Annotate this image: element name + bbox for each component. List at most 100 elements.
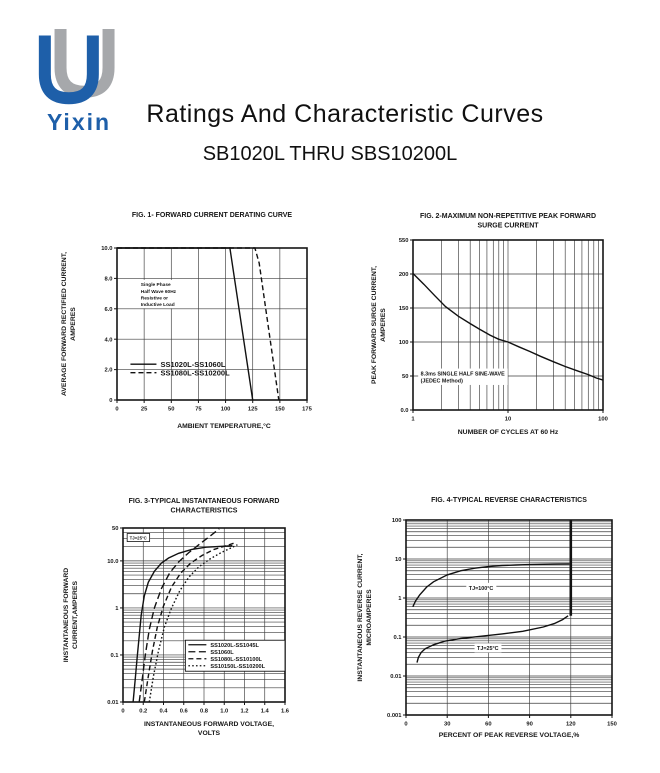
y-axis-label: AVERAGE FORWARD RECTIFIED CURRENT, AMPERE… (61, 252, 77, 396)
y-ticks: 0.0 50 100 150 200 550 (399, 238, 413, 414)
page-title: Ratings And Characteristic Curves (146, 100, 544, 128)
logo-u-icon (38, 29, 115, 105)
svg-text:0.2: 0.2 (139, 709, 147, 715)
y-ticks: 0 2.0 4.0 6.0 8.0 10.0 (101, 246, 117, 404)
svg-text:FIG. 2-MAXIMUM NON-REPETITIVE: FIG. 2-MAXIMUM NON-REPETITIVE PEAK FORWA… (420, 213, 596, 220)
svg-text:0: 0 (121, 709, 124, 715)
svg-text:TJ=25°C: TJ=25°C (130, 535, 147, 540)
series-line-0 (412, 273, 604, 381)
fig1-svg: FIG. 1- FORWARD CURRENT DERATING CURVE Si… (61, 212, 313, 430)
svg-text:INSTANTANEOUS FORWARD VOLTAGE,: INSTANTANEOUS FORWARD VOLTAGE, (144, 721, 274, 728)
svg-text:0.001: 0.001 (387, 713, 402, 719)
svg-text:(JEDEC Method): (JEDEC Method) (421, 379, 463, 385)
x-axis-label: NUMBER OF CYCLES AT 60 Hz (458, 429, 559, 436)
svg-text:100: 100 (392, 518, 402, 524)
svg-text:10.0: 10.0 (101, 246, 112, 252)
svg-text:2.0: 2.0 (104, 368, 112, 374)
grid (122, 527, 286, 703)
svg-text:SS1020L-SS1045L: SS1020L-SS1045L (210, 643, 259, 649)
fig3-chart: FIG. 3-TYPICAL INSTANTANEOUS FORWARD CHAR… (55, 493, 347, 760)
svg-text:SS1080L-SS10200L: SS1080L-SS10200L (160, 369, 230, 378)
svg-text:0.0: 0.0 (400, 408, 408, 414)
series-TJ=100°C (412, 563, 570, 607)
plot-border (405, 519, 613, 716)
annotation: 8.3ms SINGLE HALF SINE-WAVE (JEDEC Method… (418, 368, 508, 385)
svg-text:PEAK FORWARD SURGE CURRENT,: PEAK FORWARD SURGE CURRENT, (371, 266, 378, 384)
svg-text:1.0: 1.0 (220, 709, 228, 715)
plot-border (116, 247, 308, 401)
svg-text:1: 1 (411, 417, 415, 423)
x-ticks: 0 30 60 90 120 150 (404, 715, 617, 728)
brand-logo: Yixin (24, 22, 134, 136)
svg-text:550: 550 (399, 238, 409, 244)
y-axis-label: INSTANTANEOUS REVERSE CURRENT, MICROAMPER… (357, 553, 373, 681)
svg-text:0.01: 0.01 (390, 674, 402, 680)
svg-text:Inductive Load: Inductive Load (141, 302, 175, 308)
svg-text:30: 30 (444, 722, 450, 728)
fig4-chart: FIG. 4-TYPICAL REVERSE CHARACTERISTICS TJ… (348, 493, 652, 756)
svg-text:AMBIENT TEMPERATURE,°C: AMBIENT TEMPERATURE,°C (177, 422, 271, 430)
svg-text:FIG. 1- FORWARD CURRENT DERATI: FIG. 1- FORWARD CURRENT DERATING CURVE (132, 212, 293, 219)
svg-text:0.1: 0.1 (110, 653, 119, 659)
brand-name: Yixin (46, 109, 112, 135)
fig1-chart: FIG. 1- FORWARD CURRENT DERATING CURVE Si… (55, 208, 347, 450)
svg-text:0.01: 0.01 (107, 700, 119, 706)
svg-text:200: 200 (399, 272, 409, 278)
svg-text:0: 0 (404, 722, 407, 728)
svg-text:90: 90 (526, 722, 532, 728)
svg-text:6.0: 6.0 (104, 307, 112, 313)
svg-text:INSTANTANEOUS FORWARD: INSTANTANEOUS FORWARD (63, 568, 70, 662)
series-TJ=25°C (416, 615, 569, 663)
svg-text:SURGE CURRENT: SURGE CURRENT (477, 223, 539, 230)
svg-text:TJ=25°C: TJ=25°C (477, 646, 499, 652)
y-axis-label: PEAK FORWARD SURGE CURRENT, AMPERES (371, 266, 387, 384)
chart-title: FIG. 3-TYPICAL INSTANTANEOUS FORWARD CHAR… (129, 498, 280, 515)
page-subtitle: SB1020L THRU SBS10200L (202, 143, 458, 165)
fig2-svg: FIG. 2-MAXIMUM NON-REPETITIVE PEAK FORWA… (371, 213, 608, 436)
svg-text:8.0: 8.0 (104, 277, 112, 283)
svg-text:MICROAMPERES: MICROAMPERES (366, 589, 373, 646)
chart-title: FIG. 1- FORWARD CURRENT DERATING CURVE (132, 212, 293, 219)
svg-text:0.4: 0.4 (159, 709, 168, 715)
svg-text:4.0: 4.0 (104, 337, 112, 343)
svg-text:50: 50 (402, 374, 408, 380)
series-SS1060L (138, 528, 220, 703)
x-ticks: 0 0.2 0.4 0.6 0.8 1.0 1.2 1.4 1.6 (121, 702, 290, 715)
svg-text:NUMBER OF CYCLES AT 60 Hz: NUMBER OF CYCLES AT 60 Hz (458, 429, 559, 436)
svg-text:SS1080L-SS10100L: SS1080L-SS10100L (210, 657, 262, 663)
svg-text:AMPERES: AMPERES (70, 307, 77, 341)
y-ticks: 0.01 0.1 1 10.0 50 (107, 526, 123, 706)
svg-text:25: 25 (141, 407, 148, 413)
svg-text:120: 120 (566, 722, 576, 728)
svg-text:TJ=100°C: TJ=100°C (469, 586, 494, 592)
svg-text:125: 125 (248, 407, 258, 413)
series-SS10150L-SS10200L (148, 544, 238, 703)
svg-text:0: 0 (115, 407, 118, 413)
svg-text:100: 100 (221, 407, 231, 413)
svg-text:50: 50 (112, 526, 118, 532)
y-ticks: 0.001 0.01 0.1 1 10 100 (387, 518, 406, 719)
svg-text:Half Wave 60Hz: Half Wave 60Hz (141, 289, 177, 295)
svg-text:100: 100 (399, 340, 409, 346)
svg-text:INSTANTANEOUS REVERSE CURRENT,: INSTANTANEOUS REVERSE CURRENT, (357, 553, 364, 681)
svg-text:10: 10 (505, 417, 511, 423)
svg-text:PERCENT OF PEAK REVERSE VOLTAG: PERCENT OF PEAK REVERSE VOLTAGE,% (439, 732, 580, 739)
svg-text:0: 0 (109, 398, 112, 404)
svg-text:VOLTS: VOLTS (198, 730, 221, 737)
annotation: TJ=25°C (126, 533, 151, 542)
fig3-svg: FIG. 3-TYPICAL INSTANTANEOUS FORWARD CHAR… (63, 498, 290, 737)
x-axis-label: INSTANTANEOUS FORWARD VOLTAGE, VOLTS (144, 721, 274, 737)
svg-text:AVERAGE FORWARD RECTIFIED CURR: AVERAGE FORWARD RECTIFIED CURRENT, (61, 252, 68, 396)
svg-text:1: 1 (398, 596, 402, 602)
svg-text:AMPERES: AMPERES (380, 308, 387, 342)
legend: SS1020L-SS1045LSS1060LSS1080L-SS10100LSS… (184, 639, 286, 672)
series-group (412, 273, 604, 381)
svg-text:50: 50 (168, 407, 174, 413)
series-group (412, 520, 573, 663)
fig4-svg: FIG. 4-TYPICAL REVERSE CHARACTERISTICS TJ… (357, 497, 617, 739)
series-SS1020L-SS1045L (132, 545, 233, 703)
x-axis-label: PERCENT OF PEAK REVERSE VOLTAGE,% (439, 732, 580, 739)
